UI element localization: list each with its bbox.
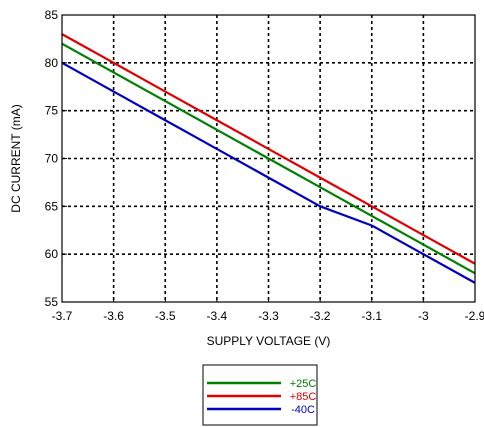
tick-labels: -3.7 -3.6 -3.5 -3.4 -3.3 -3.2 -3.1 -3 -2.9 55 60 65… [45,8,484,323]
x-tick-label: -3.4 [207,309,228,323]
x-axis-title: SUPPLY VOLTAGE (V) [207,334,331,348]
x-tick-label: -3.2 [310,309,331,323]
y-tick-label: 75 [45,104,59,118]
series-lines [61,33,476,284]
y-tick-label: 80 [45,56,59,70]
x-tick-label: -3 [418,309,429,323]
x-tick-label: -2.9 [465,309,484,323]
series-line-40c [61,61,476,284]
y-tick-label: 85 [45,8,59,22]
y-tick-label: 70 [45,152,59,166]
series-line-85c [61,33,476,265]
y-tick-label: 60 [45,247,59,261]
legend-label: -40C [291,404,315,416]
series-line-25c [61,42,476,275]
y-tick-label: 65 [45,199,59,213]
x-tick-label: -3.5 [155,309,176,323]
x-tick-label: -3.1 [361,309,382,323]
legend: +25C+85C-40C [202,364,318,426]
x-tick-label: -3.7 [52,309,73,323]
legend-label: +85C [290,391,317,403]
legend-label: +25C [290,378,317,390]
x-tick-label: -3.6 [103,309,124,323]
y-tick-label: 55 [45,295,59,309]
y-axis-title: DC CURRENT (mA) [9,104,23,212]
x-tick-label: -3.3 [258,309,279,323]
